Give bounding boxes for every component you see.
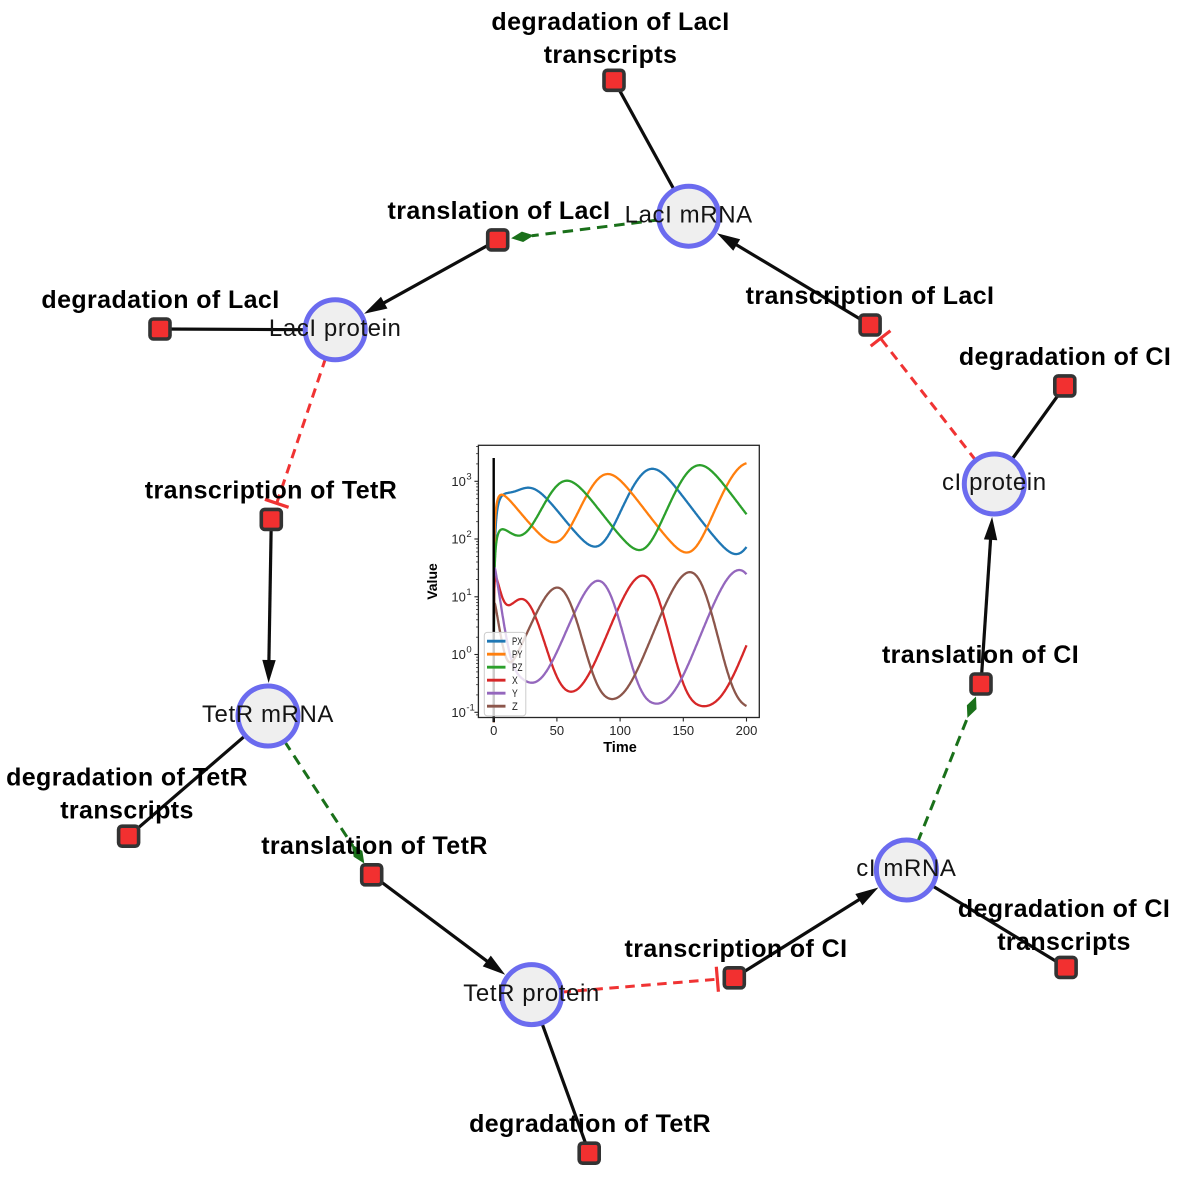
svg-text:cI mRNA: cI mRNA	[856, 855, 956, 882]
svg-text:transcripts: transcripts	[60, 797, 194, 825]
svg-text:degradation of TetR: degradation of TetR	[6, 764, 248, 792]
svg-text:degradation of CI: degradation of CI	[959, 343, 1171, 371]
svg-text:transcription of CI: transcription of CI	[625, 935, 848, 963]
svg-text:100: 100	[609, 723, 631, 738]
svg-text:TetR mRNA: TetR mRNA	[202, 701, 334, 728]
svg-text:transcripts: transcripts	[997, 928, 1131, 956]
svg-text:1: 1	[466, 587, 471, 598]
svg-text:degradation of CI: degradation of CI	[958, 895, 1170, 923]
svg-text:PZ: PZ	[512, 662, 523, 674]
svg-text:Z: Z	[512, 701, 518, 713]
svg-text:10: 10	[451, 705, 465, 720]
svg-text:degradation of LacI: degradation of LacI	[491, 8, 729, 36]
svg-text:0: 0	[466, 645, 471, 656]
svg-text:translation of TetR: translation of TetR	[261, 832, 488, 860]
svg-text:transcripts: transcripts	[544, 41, 678, 69]
svg-text:200: 200	[736, 723, 758, 738]
svg-text:X: X	[512, 675, 518, 687]
svg-text:0: 0	[490, 723, 497, 738]
svg-text:TetR protein: TetR protein	[463, 980, 600, 1007]
svg-text:LacI mRNA: LacI mRNA	[625, 201, 753, 228]
svg-text:PX: PX	[512, 636, 523, 648]
svg-text:10: 10	[451, 474, 465, 489]
svg-text:10: 10	[451, 589, 465, 604]
svg-text:150: 150	[672, 723, 694, 738]
svg-text:translation of LacI: translation of LacI	[388, 197, 611, 225]
svg-text:degradation of TetR: degradation of TetR	[469, 1110, 711, 1138]
svg-text:degradation of LacI: degradation of LacI	[41, 286, 279, 314]
svg-text:-1: -1	[466, 702, 474, 713]
svg-text:translation of CI: translation of CI	[882, 641, 1079, 669]
svg-text:10: 10	[451, 647, 465, 662]
svg-text:50: 50	[550, 723, 564, 738]
svg-text:transcription of TetR: transcription of TetR	[145, 476, 397, 504]
svg-text:cI protein: cI protein	[942, 469, 1047, 496]
svg-text:Y: Y	[512, 688, 518, 700]
svg-text:2: 2	[466, 529, 471, 540]
svg-text:transcription of LacI: transcription of LacI	[746, 282, 995, 310]
svg-text:PY: PY	[512, 649, 523, 661]
svg-text:LacI protein: LacI protein	[269, 315, 402, 342]
svg-text:Value: Value	[424, 563, 440, 600]
svg-text:Time: Time	[603, 740, 637, 756]
svg-text:10: 10	[451, 532, 465, 547]
svg-text:3: 3	[466, 471, 471, 482]
